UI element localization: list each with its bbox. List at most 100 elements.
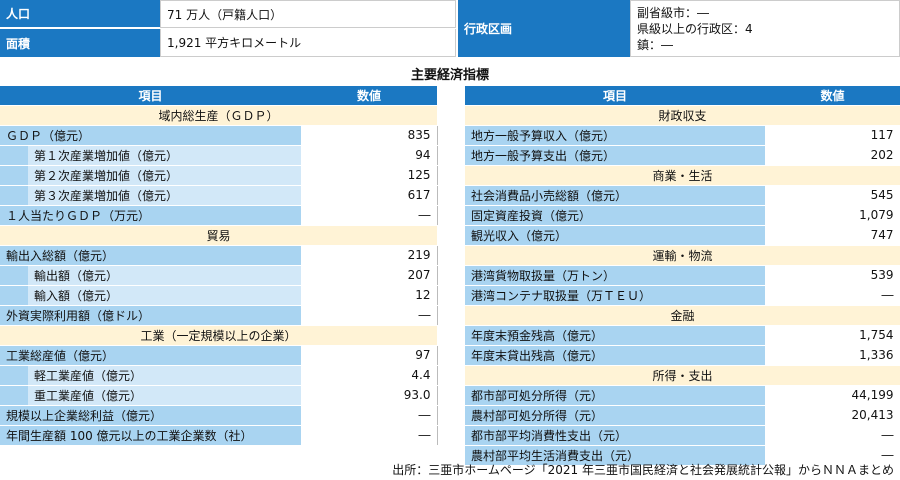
table-row: 年度末貸出残高（億元） 1,336 xyxy=(465,345,900,366)
indicator-label: 輸出入総額（億元） xyxy=(0,245,301,266)
indicator-value: ― xyxy=(765,445,900,466)
indicator-value: 93.0 xyxy=(301,385,438,406)
table-row: 工業総産値（億元） 97 xyxy=(0,345,438,366)
indicator-label: 年度末貸出残高（億元） xyxy=(465,345,765,366)
right-indicator-table: 項目 数値 財政収支 地方一般予算収入（億元） 117 地方一般予算支出（億元） 202… xyxy=(465,86,900,466)
indicator-value: 94 xyxy=(301,145,438,166)
indicator-label: 社会消費品小売総額（億元） xyxy=(465,185,765,206)
section-header-row: 運輸・物流 xyxy=(465,245,900,266)
indicator-value: 207 xyxy=(301,265,438,286)
indicator-label: 工業総産値（億元） xyxy=(0,345,301,366)
indicator-value: 20,413 xyxy=(765,405,900,426)
table-row: 都市部可処分所得（元） 44,199 xyxy=(465,385,900,406)
left-indicator-table: 項目 数値 域内総生産（ＧＤＰ） ＧＤＰ（億元） 835 第１次産業増加値（億元） 94… xyxy=(0,86,438,446)
indicator-label: 年度末預金残高（億元） xyxy=(465,325,765,346)
section-header-row: 貿易 xyxy=(0,225,437,246)
indicator-label: 地方一般予算支出（億元） xyxy=(465,145,765,166)
indicator-label: 軽工業産値（億元） xyxy=(0,365,301,386)
table-row: 輸入額（億元） 12 xyxy=(0,285,438,306)
area-value: 1,921 平方キロメートル xyxy=(160,29,456,57)
table-row: 第１次産業増加値（億元） 94 xyxy=(0,145,438,166)
section-header-row: 所得・支出 xyxy=(465,365,900,386)
table-row: １人当たりＧＤＰ（万元） ― xyxy=(0,205,438,226)
indicator-label: 第２次産業増加値（億元） xyxy=(0,165,301,186)
section-title: 域内総生産（ＧＤＰ） xyxy=(0,105,437,126)
indicator-value: ― xyxy=(301,405,438,426)
indicator-label: 固定資産投資（億元） xyxy=(465,205,765,226)
left-header-value: 数値 xyxy=(301,86,437,106)
indicator-label: 第１次産業増加値（億元） xyxy=(0,145,301,166)
right-table-header: 項目 数値 xyxy=(465,86,900,106)
indicator-value: 4.4 xyxy=(301,365,438,386)
indicator-value: 97 xyxy=(301,345,438,366)
table-row: 農村部平均生活消費支出（元） ― xyxy=(465,445,900,466)
table-row: 固定資産投資（億元） 1,079 xyxy=(465,205,900,226)
table-row: 港湾コンテナ取扱量（万ＴＥＵ） ― xyxy=(465,285,900,306)
table-row: 第３次産業増加値（億元） 617 xyxy=(0,185,438,206)
indicator-value: 1,336 xyxy=(765,345,900,366)
left-table-header: 項目 数値 xyxy=(0,86,437,106)
section-title: 工業（一定規模以上の企業） xyxy=(0,325,437,346)
indicator-value: 835 xyxy=(301,125,438,146)
admin-value: 副省級市：― 県級以上の行政区：4 鎮：― xyxy=(630,0,900,57)
indicator-value: 539 xyxy=(765,265,900,286)
indicator-value: 44,199 xyxy=(765,385,900,406)
table-row: 輸出入総額（億元） 219 xyxy=(0,245,438,266)
left-header-item: 項目 xyxy=(0,86,301,106)
population-value: 71 万人（戸籍人口） xyxy=(160,0,456,28)
indicator-label: 規模以上企業総利益（億元） xyxy=(0,405,301,426)
section-title: 運輸・物流 xyxy=(465,245,900,266)
indicator-label: 港湾貨物取扱量（万トン） xyxy=(465,265,765,286)
indicator-value: 202 xyxy=(765,145,900,166)
indicator-label: １人当たりＧＤＰ（万元） xyxy=(0,205,301,226)
table-title: 主要経済指標 xyxy=(410,68,489,83)
area-label: 面積 xyxy=(0,29,160,57)
section-header-row: 金融 xyxy=(465,305,900,326)
indicator-label: 都市部可処分所得（元） xyxy=(465,385,765,406)
indicator-value: 117 xyxy=(765,125,900,146)
section-header-row: 商業・生活 xyxy=(465,165,900,186)
indicator-value: 1,754 xyxy=(765,325,900,346)
right-header-value: 数値 xyxy=(765,86,900,106)
table-row: ＧＤＰ（億元） 835 xyxy=(0,125,438,146)
table-row: 規模以上企業総利益（億元） ― xyxy=(0,405,438,426)
indicator-label: 農村部平均生活消費支出（元） xyxy=(465,445,765,466)
indicator-value: ― xyxy=(765,425,900,446)
indicator-value: 617 xyxy=(301,185,438,206)
admin-label: 行政区画 xyxy=(458,0,630,57)
admin-line-district: 県級以上の行政区：4 xyxy=(637,21,753,36)
indicator-label: 外資実際利用額（億ドル） xyxy=(0,305,301,326)
indicator-label: ＧＤＰ（億元） xyxy=(0,125,301,146)
section-header-row: 財政収支 xyxy=(465,105,900,126)
population-label: 人口 xyxy=(0,0,160,28)
section-header-row: 工業（一定規模以上の企業） xyxy=(0,325,437,346)
section-title: 財政収支 xyxy=(465,105,900,126)
indicator-value: ― xyxy=(765,285,900,306)
indicator-label: 重工業産値（億元） xyxy=(0,385,301,406)
table-row: 年間生産額 100 億元以上の工業企業数（社） ― xyxy=(0,425,438,446)
table-row: 地方一般予算支出（億元） 202 xyxy=(465,145,900,166)
table-row: 軽工業産値（億元） 4.4 xyxy=(0,365,438,386)
indicator-label: 港湾コンテナ取扱量（万ＴＥＵ） xyxy=(465,285,765,306)
indicator-label: 農村部可処分所得（元） xyxy=(465,405,765,426)
indicator-label: 年間生産額 100 億元以上の工業企業数（社） xyxy=(0,425,301,446)
table-row: 第２次産業増加値（億元） 125 xyxy=(0,165,438,186)
indicator-label: 輸入額（億元） xyxy=(0,285,301,306)
section-title: 貿易 xyxy=(0,225,437,246)
table-row: 輸出額（億元） 207 xyxy=(0,265,438,286)
table-row: 農村部可処分所得（元） 20,413 xyxy=(465,405,900,426)
indicator-label: 地方一般予算収入（億元） xyxy=(465,125,765,146)
table-row: 社会消費品小売総額（億元） 545 xyxy=(465,185,900,206)
table-row: 地方一般予算収入（億元） 117 xyxy=(465,125,900,146)
section-title: 商業・生活 xyxy=(465,165,900,186)
indicator-value: 747 xyxy=(765,225,900,246)
indicator-value: 1,079 xyxy=(765,205,900,226)
indicator-value: 219 xyxy=(301,245,438,266)
indicator-label: 都市部平均消費性支出（元） xyxy=(465,425,765,446)
section-title: 金融 xyxy=(465,305,900,326)
table-row: 都市部平均消費性支出（元） ― xyxy=(465,425,900,446)
indicator-label: 観光収入（億元） xyxy=(465,225,765,246)
table-row: 重工業産値（億元） 93.0 xyxy=(0,385,438,406)
table-row: 観光収入（億元） 747 xyxy=(465,225,900,246)
admin-line-city: 副省級市：― xyxy=(637,5,710,20)
